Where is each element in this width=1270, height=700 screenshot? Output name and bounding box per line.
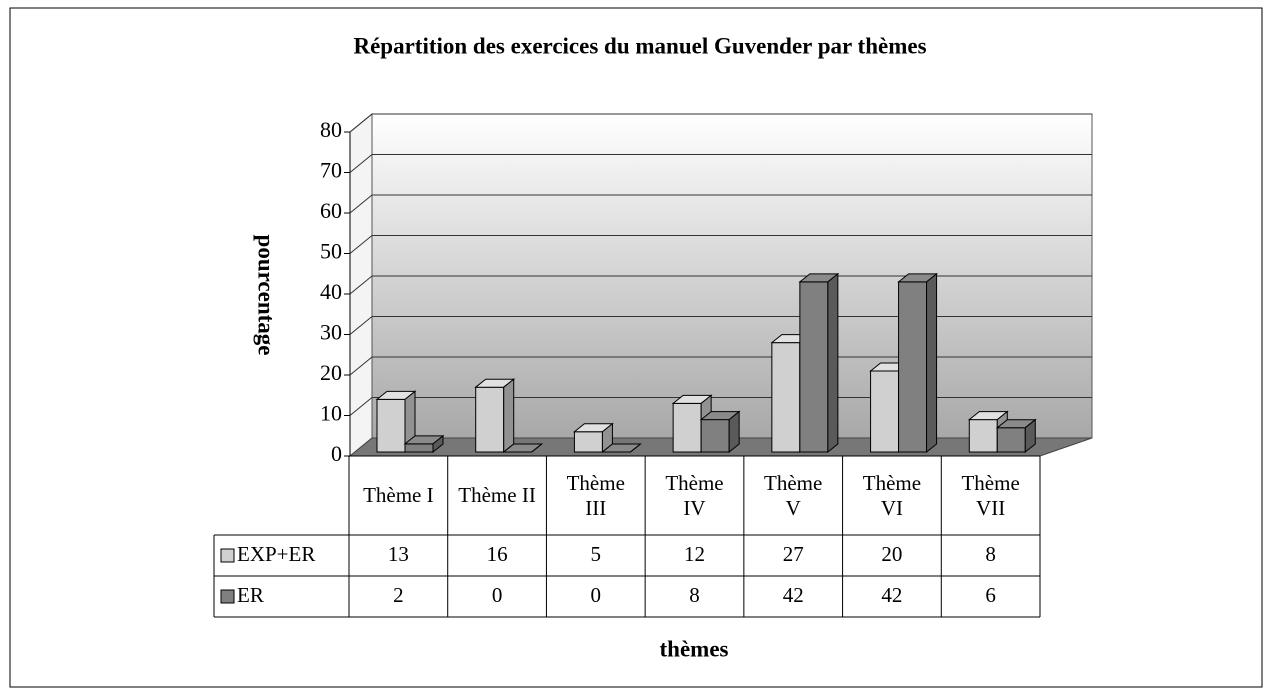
chart-title: Répartition des exercices du manuel Guve… xyxy=(353,33,926,58)
bar-side xyxy=(503,378,515,454)
data-table-value: 27 xyxy=(783,542,804,566)
y-tick-label: 0 xyxy=(331,441,342,466)
grid-line xyxy=(349,113,373,133)
data-table-value: 13 xyxy=(388,542,409,566)
y-tick-label: 20 xyxy=(320,360,342,385)
y-tick-label: 50 xyxy=(320,239,342,264)
bar xyxy=(771,342,801,453)
x-tick-label: Thème I xyxy=(363,483,434,508)
bar-side xyxy=(531,443,543,453)
bar xyxy=(573,431,603,453)
data-table-value: 2 xyxy=(393,583,404,607)
category-cell: Thème IV xyxy=(665,471,724,520)
bar-side xyxy=(432,434,444,454)
legend-swatch xyxy=(220,548,235,563)
x-tick-label: Thème IV xyxy=(665,471,724,520)
data-table-value: 0 xyxy=(492,583,503,607)
legend-swatch xyxy=(220,589,235,604)
x-tick-label: Thème II xyxy=(458,483,536,508)
y-tick-label: 10 xyxy=(320,401,342,426)
grid-line xyxy=(349,194,373,214)
grid-line xyxy=(349,316,373,335)
grid-line xyxy=(349,397,373,416)
bar xyxy=(996,427,1026,453)
category-cell: Thème II xyxy=(458,483,536,508)
grid-line xyxy=(349,154,373,173)
bar xyxy=(898,281,928,453)
legend-label: EXP+ER xyxy=(237,542,315,566)
category-cell: Thème VII xyxy=(961,471,1020,520)
data-table-value: 0 xyxy=(591,583,602,607)
y-tick-label: 80 xyxy=(320,117,342,142)
bar xyxy=(870,370,900,453)
data-table-value: 20 xyxy=(881,542,902,566)
bar-side xyxy=(926,272,938,454)
grid-line xyxy=(349,275,373,295)
bar xyxy=(376,398,406,453)
x-tick-label: Thème III xyxy=(566,471,625,520)
bar xyxy=(672,402,702,453)
x-axis-label: thèmes xyxy=(660,636,729,661)
data-table-value: 16 xyxy=(487,542,508,566)
bar-side xyxy=(827,272,839,454)
y-axis-label: pourcentage xyxy=(254,235,279,356)
y-tick-label: 70 xyxy=(320,158,342,183)
y-tick-label: 30 xyxy=(320,320,342,345)
category-cell: Thème V xyxy=(764,471,823,520)
bar xyxy=(404,443,434,453)
x-tick-label: Thème V xyxy=(764,471,823,520)
grid-line xyxy=(349,356,373,376)
grid-line xyxy=(349,235,373,254)
x-tick-label: Thème VI xyxy=(862,471,922,520)
bar xyxy=(700,419,730,453)
bar-side xyxy=(728,410,740,454)
bar-side xyxy=(630,443,641,453)
data-table-value: 8 xyxy=(689,583,700,607)
bar xyxy=(799,281,829,453)
data-table-value: 6 xyxy=(985,583,996,607)
legend-label: ER xyxy=(237,583,264,607)
category-cell: Thème VI xyxy=(862,471,922,520)
data-table-value: 8 xyxy=(985,542,996,566)
bar-side xyxy=(1024,418,1036,454)
y-tick-label: 40 xyxy=(320,279,342,304)
data-table-value: 5 xyxy=(591,542,602,566)
data-table-value: 42 xyxy=(881,583,902,607)
y-tick-label: 60 xyxy=(320,198,342,223)
category-cell: Thème III xyxy=(566,471,625,520)
x-tick-label: Thème VII xyxy=(961,471,1020,520)
bar xyxy=(475,386,505,453)
bar xyxy=(968,419,998,453)
data-table-value: 12 xyxy=(684,542,705,566)
category-cell: Thème I xyxy=(363,483,434,508)
data-table-value: 42 xyxy=(783,583,804,607)
